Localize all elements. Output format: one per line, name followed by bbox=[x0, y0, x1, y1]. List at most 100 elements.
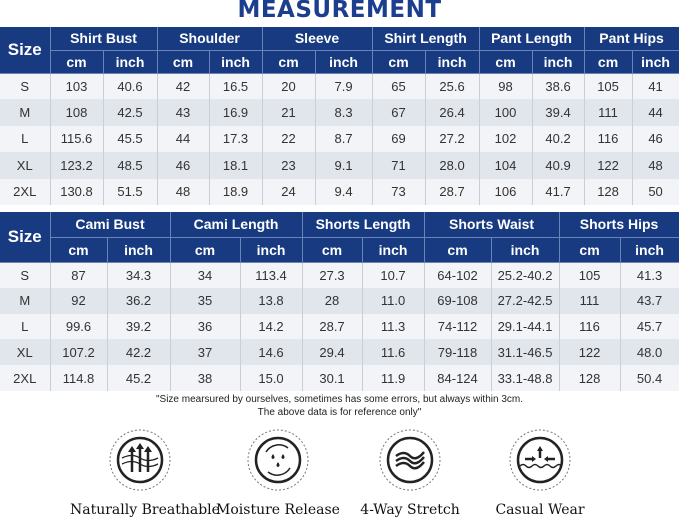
measurement-cell: 8.3 bbox=[315, 99, 373, 126]
measurement-cell: 28.7 bbox=[425, 178, 480, 205]
measurement-cell: 48 bbox=[632, 152, 679, 179]
measurement-cell: 40.9 bbox=[532, 152, 585, 179]
measurement-cell: 98 bbox=[479, 73, 533, 100]
measurement-cell: 33.1-48.8 bbox=[491, 365, 560, 391]
measurement-cell: 46 bbox=[632, 125, 679, 153]
unit-header-inch: inch bbox=[240, 237, 303, 263]
measurement-cell: 123.2 bbox=[50, 152, 104, 179]
measurement-cell: 11.3 bbox=[362, 313, 425, 340]
table-row: L 99.6 39.2 36 14.2 28.7 11.3 74-112 29.1-44.1 11… bbox=[0, 313, 679, 340]
measurement-cell: 92 bbox=[50, 287, 108, 314]
measurement-cell: 111 bbox=[584, 99, 633, 126]
measurement-cell: 41 bbox=[632, 73, 679, 100]
measurement-cell: 45.7 bbox=[620, 313, 679, 340]
measurement-cell: 45.5 bbox=[103, 125, 158, 153]
measurement-cell: 28 bbox=[302, 287, 363, 314]
table-row: 2XL 114.8 45.2 38 15.0 30.1 11.9 84-124 33.1-48.… bbox=[0, 365, 679, 391]
unit-header-inch: inch bbox=[620, 237, 679, 263]
measurement-cell: 28.0 bbox=[425, 152, 480, 179]
measurement-cell: 43 bbox=[157, 99, 210, 126]
measurement-cell: 107.2 bbox=[50, 339, 108, 366]
measurement-cell: 31.1-46.5 bbox=[491, 339, 560, 366]
size-cell: XL bbox=[0, 152, 51, 179]
measurement-cell: 111 bbox=[559, 287, 621, 314]
table-row: S 103 40.6 42 16.5 20 7.9 65 25.6 98 38.6 105 41 bbox=[0, 73, 679, 100]
measurement-cell: 79-118 bbox=[424, 339, 492, 366]
measurement-cell: 71 bbox=[372, 152, 426, 179]
measurement-cell: 41.3 bbox=[620, 262, 679, 288]
measurement-cell: 84-124 bbox=[424, 365, 492, 391]
measurement-cell: 122 bbox=[559, 339, 621, 366]
measurement-cell: 21 bbox=[262, 99, 316, 126]
unit-header-cm: cm bbox=[479, 50, 533, 74]
feature-moisture-release: Moisture Release bbox=[208, 428, 348, 518]
measurement-cell: 27.2 bbox=[425, 125, 480, 153]
measurement-cell: 105 bbox=[584, 73, 633, 100]
size-header: Size bbox=[0, 27, 51, 74]
measurement-cell: 16.9 bbox=[209, 99, 263, 126]
measurement-cell: 25.6 bbox=[425, 73, 480, 100]
unit-header-cm: cm bbox=[372, 50, 426, 74]
feature-label: 4-Way Stretch bbox=[360, 502, 460, 518]
size-table-cami-shorts: Size Cami Bust Cami Length Shorts Length Sho… bbox=[0, 212, 679, 391]
unit-header-inch: inch bbox=[632, 50, 679, 74]
measurement-cell: 11.6 bbox=[362, 339, 425, 366]
measurement-cell: 18.9 bbox=[209, 178, 263, 205]
measurement-cell: 14.2 bbox=[240, 313, 303, 340]
measurement-cell: 100 bbox=[479, 99, 533, 126]
size-cell: L bbox=[0, 313, 51, 340]
column-group-header: Pant Length bbox=[479, 27, 585, 51]
column-group-header: Cami Bust bbox=[50, 212, 171, 238]
column-group-header: Shorts Waist bbox=[424, 212, 560, 238]
measurement-note: "Size mearsured by ourselves, sometimes … bbox=[0, 393, 679, 419]
measurement-cell: 116 bbox=[584, 125, 633, 153]
measurement-cell: 40.2 bbox=[532, 125, 585, 153]
measurement-cell: 113.4 bbox=[240, 262, 303, 288]
feature-label: Moisture Release bbox=[216, 502, 340, 518]
measurement-cell: 38 bbox=[170, 365, 241, 391]
measurement-cell: 115.6 bbox=[50, 125, 104, 153]
measurement-cell: 29.4 bbox=[302, 339, 363, 366]
measurement-cell: 24 bbox=[262, 178, 316, 205]
unit-header-cm: cm bbox=[584, 50, 633, 74]
measurement-cell: 36 bbox=[170, 313, 241, 340]
table-row: XL 107.2 42.2 37 14.6 29.4 11.6 79-118 31.1-46.5… bbox=[0, 339, 679, 366]
measurement-cell: 102 bbox=[479, 125, 533, 153]
measurement-cell: 11.0 bbox=[362, 287, 425, 314]
column-group-header: Shoulder bbox=[157, 27, 263, 51]
casual-wear-icon bbox=[509, 429, 571, 491]
unit-header-cm: cm bbox=[50, 50, 104, 74]
measurement-cell: 104 bbox=[479, 152, 533, 179]
measurement-cell: 8.7 bbox=[315, 125, 373, 153]
feature-casual-wear: Casual Wear bbox=[470, 428, 610, 518]
size-cell: M bbox=[0, 287, 51, 314]
measurement-cell: 48 bbox=[157, 178, 210, 205]
measurement-cell: 73 bbox=[372, 178, 426, 205]
measurement-cell: 69-108 bbox=[424, 287, 492, 314]
measurement-cell: 26.4 bbox=[425, 99, 480, 126]
measurement-cell: 122 bbox=[584, 152, 633, 179]
measurement-cell: 44 bbox=[632, 99, 679, 126]
measurement-cell: 128 bbox=[559, 365, 621, 391]
measurement-cell: 116 bbox=[559, 313, 621, 340]
size-header: Size bbox=[0, 212, 51, 263]
measurement-cell: 14.6 bbox=[240, 339, 303, 366]
column-group-header: Pant Hips bbox=[584, 27, 679, 51]
size-cell: XL bbox=[0, 339, 51, 366]
size-cell: S bbox=[0, 73, 51, 100]
column-group-header: Shirt Bust bbox=[50, 27, 158, 51]
measurement-cell: 18.1 bbox=[209, 152, 263, 179]
note-line-2: The above data is for reference only" bbox=[257, 407, 422, 418]
feature-stretch: 4-Way Stretch bbox=[340, 428, 480, 518]
measurement-cell: 25.2-40.2 bbox=[491, 262, 560, 288]
size-table-tops-pants: Size Shirt Bust Shoulder Sleeve Shirt Length… bbox=[0, 27, 679, 205]
measurement-cell: 130.8 bbox=[50, 178, 104, 205]
column-group-header: Shirt Length bbox=[372, 27, 480, 51]
measurement-cell: 42 bbox=[157, 73, 210, 100]
measurement-cell: 39.2 bbox=[107, 313, 171, 340]
measurement-cell: 29.1-44.1 bbox=[491, 313, 560, 340]
measurement-cell: 50 bbox=[632, 178, 679, 205]
table-row: L 115.6 45.5 44 17.3 22 8.7 69 27.2 102 40.2 116 46 bbox=[0, 125, 679, 153]
unit-header-inch: inch bbox=[532, 50, 585, 74]
size-cell: 2XL bbox=[0, 178, 51, 205]
